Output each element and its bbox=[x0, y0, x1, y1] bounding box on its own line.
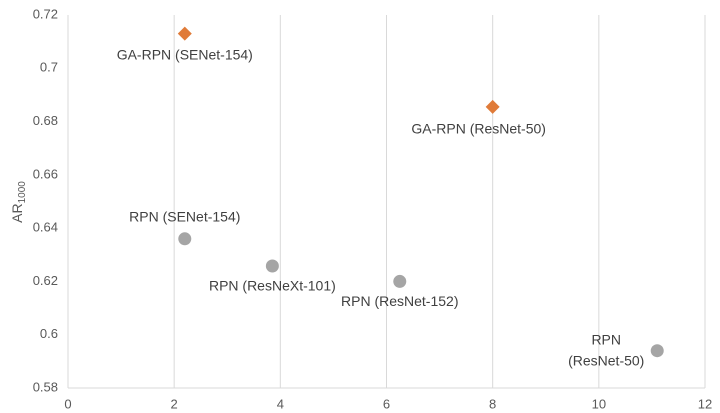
point-label: RPN (ResNet-152) bbox=[341, 293, 458, 309]
point bbox=[393, 274, 407, 288]
x-tick-label: 12 bbox=[698, 396, 712, 411]
y-tick-label: 0.68 bbox=[33, 113, 58, 128]
point bbox=[178, 232, 192, 246]
point-label: RPN bbox=[591, 331, 621, 347]
x-tick-label: 10 bbox=[592, 396, 606, 411]
y-tick-label: 0.6 bbox=[40, 326, 58, 341]
y-tick-label: 0.64 bbox=[33, 220, 58, 235]
y-tick-label: 0.58 bbox=[33, 379, 58, 394]
point bbox=[650, 344, 664, 358]
x-tick-label: 4 bbox=[277, 396, 284, 411]
point bbox=[177, 26, 192, 41]
point bbox=[265, 259, 279, 273]
x-tick-label: 8 bbox=[489, 396, 496, 411]
x-tick-label: 6 bbox=[383, 396, 390, 411]
point-label: GA-RPN (ResNet-50) bbox=[411, 121, 546, 137]
point-label: RPN (ResNeXt-101) bbox=[209, 278, 336, 294]
point-label: (ResNet-50) bbox=[568, 352, 644, 368]
x-tick-label: 2 bbox=[171, 396, 178, 411]
y-tick-label: 0.72 bbox=[33, 6, 58, 21]
y-axis-label: AR1000 bbox=[9, 181, 28, 223]
y-tick-label: 0.62 bbox=[33, 273, 58, 288]
point bbox=[485, 99, 500, 114]
y-tick-label: 0.66 bbox=[33, 166, 58, 181]
point-label: RPN (SENet-154) bbox=[129, 209, 240, 225]
x-tick-label: 0 bbox=[64, 396, 71, 411]
y-label-sub: 1000 bbox=[17, 181, 28, 204]
y-tick-label: 0.7 bbox=[40, 60, 58, 75]
y-label-main: AR bbox=[9, 203, 25, 222]
point-label: GA-RPN (SENet-154) bbox=[117, 46, 253, 62]
